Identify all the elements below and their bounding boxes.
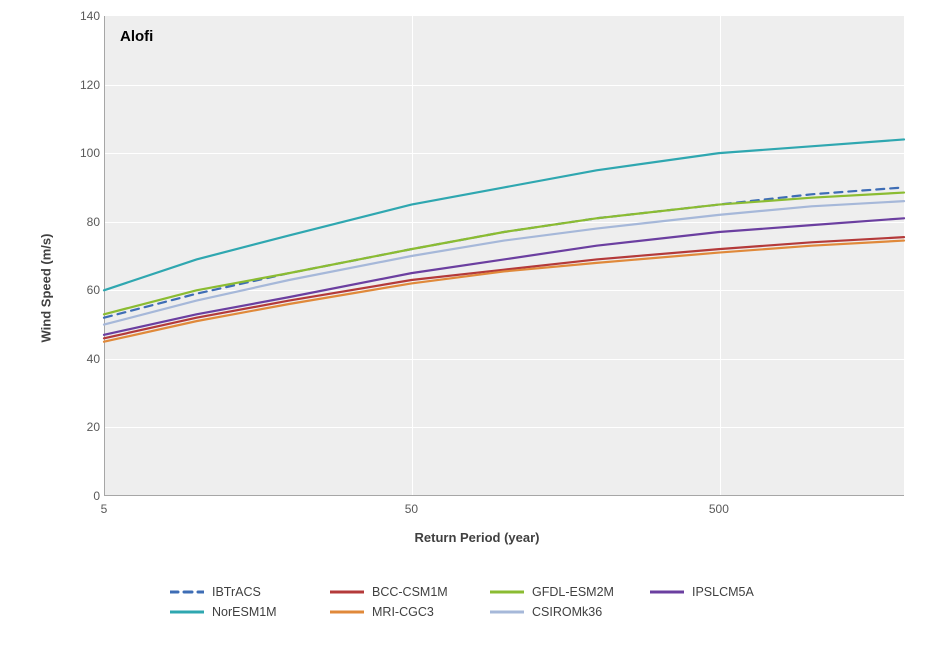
chart-title: Alofi [120, 28, 153, 45]
x-tick-label: 5 [101, 502, 108, 516]
legend-label: CSIROMk36 [532, 605, 602, 619]
y-tick-label: 40 [60, 352, 100, 366]
legend-label: BCC-CSM1M [372, 585, 448, 599]
legend-swatch [170, 605, 204, 619]
legend-item-CSIROMk36: CSIROMk36 [490, 605, 618, 619]
y-tick-label: 140 [60, 9, 100, 23]
y-tick-label: 100 [60, 146, 100, 160]
chart-legend: IBTrACS BCC-CSM1M GFDL-ESM2M IPSLCM5A NorESM… [170, 585, 810, 625]
legend-item-IBTrACS: IBTrACS [170, 585, 298, 599]
legend-item-BCC-CSM1M: BCC-CSM1M [330, 585, 458, 599]
x-axis-label: Return Period (year) [415, 530, 540, 545]
legend-swatch [490, 605, 524, 619]
legend-label: NorESM1M [212, 605, 277, 619]
y-axis-label: Wind Speed (m/s) [39, 234, 54, 343]
legend-item-IPSLCM5A: IPSLCM5A [650, 585, 778, 599]
x-tick-label: 50 [405, 502, 418, 516]
chart-lines [104, 16, 904, 496]
x-tick-label: 500 [709, 502, 729, 516]
y-tick-label: 60 [60, 283, 100, 297]
y-tick-label: 120 [60, 78, 100, 92]
wind-speed-chart: Alofi Wind Speed (m/s) Return Period (ye… [42, 8, 912, 568]
series-line-CSIROMk36 [104, 201, 904, 324]
legend-row: IBTrACS BCC-CSM1M GFDL-ESM2M IPSLCM5A [170, 585, 810, 599]
legend-item-NorESM1M: NorESM1M [170, 605, 298, 619]
legend-swatch [170, 585, 204, 599]
series-line-IPSLCM5A [104, 218, 904, 335]
legend-item-GFDL-ESM2M: GFDL-ESM2M [490, 585, 618, 599]
legend-row: NorESM1M MRI-CGC3 CSIROMk36 [170, 605, 810, 619]
legend-item-MRI-CGC3: MRI-CGC3 [330, 605, 458, 619]
series-line-MRI-CGC3 [104, 241, 904, 342]
legend-swatch [330, 585, 364, 599]
legend-swatch [650, 585, 684, 599]
legend-label: GFDL-ESM2M [532, 585, 614, 599]
legend-label: IBTrACS [212, 585, 261, 599]
legend-swatch [330, 605, 364, 619]
legend-label: IPSLCM5A [692, 585, 754, 599]
legend-swatch [490, 585, 524, 599]
y-tick-label: 80 [60, 215, 100, 229]
series-line-NorESM1M [104, 139, 904, 290]
y-tick-label: 0 [60, 489, 100, 503]
y-tick-label: 20 [60, 420, 100, 434]
legend-label: MRI-CGC3 [372, 605, 434, 619]
